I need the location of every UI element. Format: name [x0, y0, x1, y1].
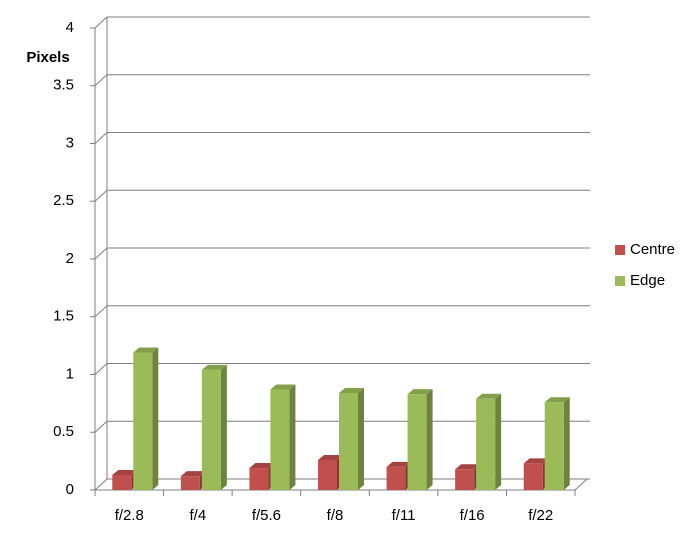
x-tick-label: f/5.6: [252, 507, 281, 524]
x-tick-label: f/22: [528, 507, 553, 524]
bar-top: [318, 454, 343, 460]
legend-label: Centre: [630, 241, 675, 258]
y-tick-label: 0: [66, 481, 74, 498]
bar-side: [220, 364, 227, 490]
grid-line-depth: [94, 16, 108, 29]
bar-top: [544, 397, 570, 403]
bar-top: [180, 471, 206, 477]
bar: [339, 392, 358, 490]
bar-side: [152, 347, 159, 490]
bar: [133, 352, 153, 490]
x-tick-label: f/11: [392, 507, 416, 524]
bar: [112, 474, 132, 490]
legend-swatch: [615, 276, 625, 286]
y-tick-label: 3: [66, 134, 74, 151]
bar-top: [112, 469, 138, 475]
grid-line-depth: [94, 305, 108, 318]
bar-top: [201, 364, 227, 370]
grid-line-depth: [94, 132, 108, 144]
x-tick-label: f/8: [327, 507, 344, 524]
bar: [180, 476, 200, 490]
bar: [318, 459, 337, 490]
y-tick-label: 2.5: [53, 192, 74, 209]
bar: [476, 398, 496, 490]
grid-line-depth: [94, 247, 108, 260]
bar: [270, 389, 290, 490]
bar-side: [358, 387, 364, 490]
bar: [455, 469, 475, 490]
bar-top: [133, 347, 159, 353]
bar: [523, 463, 543, 490]
legend-label: Edge: [630, 272, 665, 289]
y-tick-label: 1.5: [53, 308, 74, 325]
bar: [386, 466, 406, 490]
x-tick-label: f/4: [190, 507, 207, 524]
legend-swatch: [615, 245, 625, 255]
grid-line-depth: [94, 74, 108, 87]
bar-top: [455, 464, 481, 470]
grid-line-depth: [94, 189, 108, 202]
bar-top: [407, 389, 433, 395]
y-tick-label: 3.5: [53, 77, 74, 94]
bar: [407, 394, 427, 490]
grid-line-depth: [94, 363, 108, 375]
y-tick-label: 2: [66, 250, 74, 267]
bar-side: [426, 389, 433, 490]
y-tick-label: 0.5: [53, 423, 74, 440]
bar-top: [270, 384, 296, 390]
bar: [201, 369, 221, 490]
bar-top: [339, 387, 364, 393]
bar-top: [523, 458, 549, 464]
bar-top: [386, 461, 412, 467]
x-tick-label: f/2.8: [115, 507, 144, 524]
y-tick-label: 1: [66, 365, 74, 382]
bar-top: [249, 463, 275, 469]
axis-line: [574, 478, 588, 491]
y-tick-label: 4: [66, 19, 74, 36]
bar-side: [289, 384, 296, 490]
bar-side: [563, 397, 570, 490]
bar-top: [476, 393, 502, 399]
grid-line-depth: [94, 478, 108, 491]
y-axis-label: Pixels: [26, 49, 69, 66]
bar-side: [495, 393, 502, 490]
grid-line-depth: [94, 420, 108, 433]
bar: [544, 402, 564, 490]
x-tick-label: f/16: [460, 507, 485, 524]
bar: [249, 468, 269, 490]
